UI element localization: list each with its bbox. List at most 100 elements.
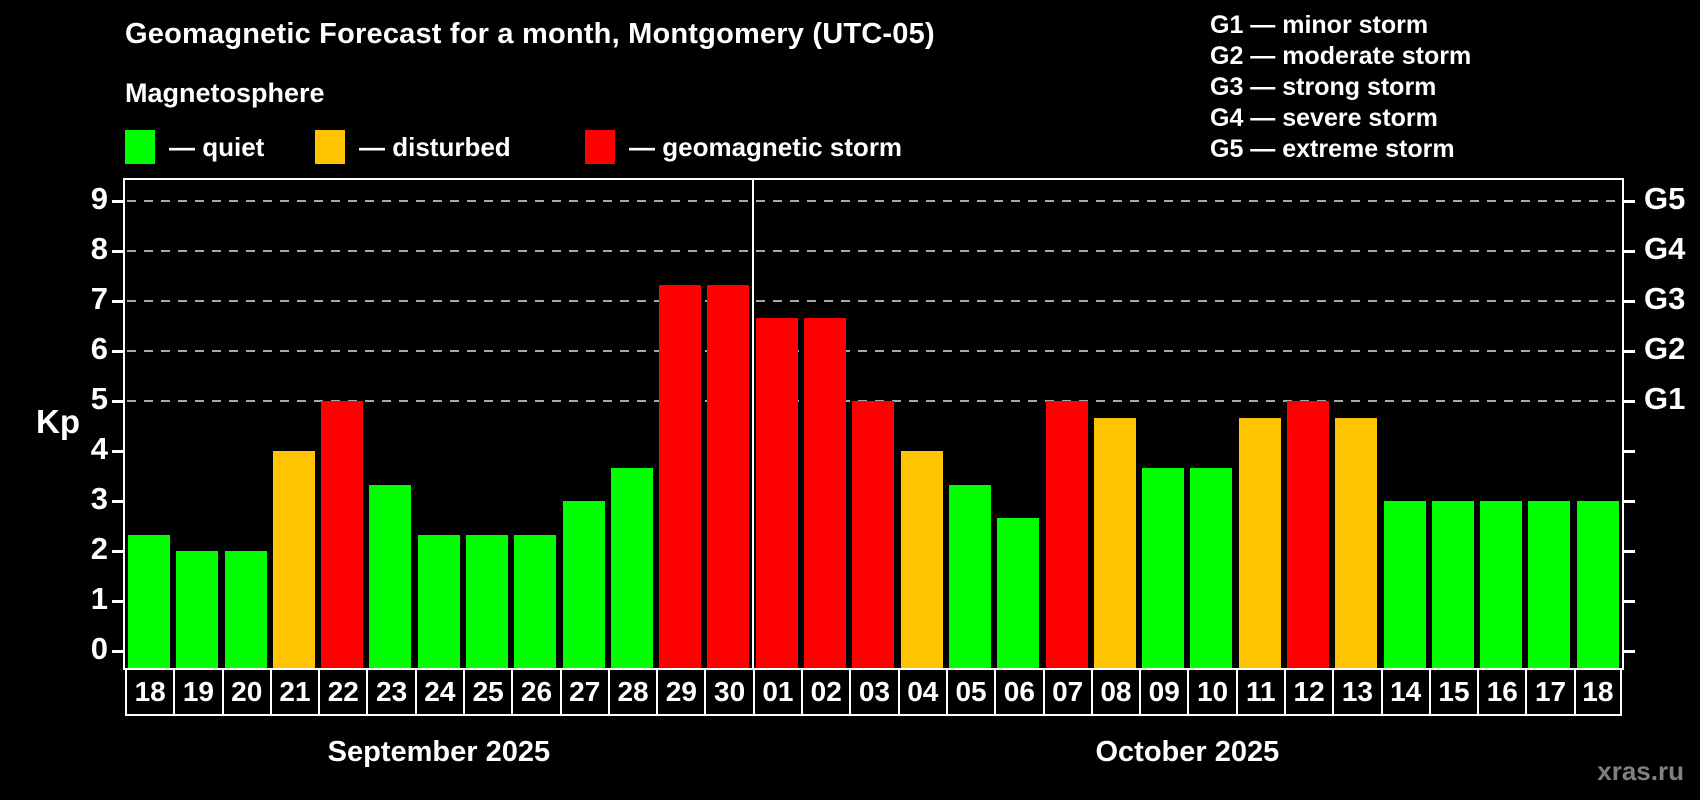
right-axis-tick bbox=[1622, 350, 1635, 353]
legend-item-storm: — geomagnetic storm bbox=[585, 130, 902, 164]
date-cell: 28 bbox=[607, 668, 657, 716]
g-level-label: G3 bbox=[1644, 281, 1686, 316]
date-cell: 21 bbox=[269, 668, 319, 716]
gridline bbox=[127, 300, 1622, 302]
kp-bar bbox=[224, 551, 267, 668]
y-tick-label: 6 bbox=[90, 331, 108, 366]
y-tick-label: 2 bbox=[90, 531, 108, 566]
date-cell: 17 bbox=[1525, 668, 1574, 716]
date-cell: 03 bbox=[849, 668, 898, 716]
y-axis-tick bbox=[112, 300, 125, 303]
legend-label-quiet: — quiet bbox=[169, 131, 265, 162]
date-cell: 22 bbox=[318, 668, 367, 716]
date-cell: 20 bbox=[221, 668, 270, 716]
kp-bar bbox=[755, 317, 798, 668]
y-tick-label: 8 bbox=[90, 231, 108, 266]
kp-bar bbox=[369, 484, 412, 668]
right-axis-tick bbox=[1622, 250, 1635, 253]
y-tick-label: 9 bbox=[90, 181, 108, 216]
y-tick-label: 3 bbox=[90, 481, 108, 516]
kp-bar bbox=[562, 501, 605, 668]
date-cell: 26 bbox=[511, 668, 560, 716]
date-cell: 30 bbox=[704, 668, 753, 716]
date-cell: 02 bbox=[801, 668, 850, 716]
date-cell: 16 bbox=[1477, 668, 1526, 716]
plot-top-border bbox=[123, 178, 1624, 180]
date-cell: 09 bbox=[1139, 668, 1188, 716]
right-axis-tick bbox=[1622, 600, 1635, 603]
magnetosphere-label: Magnetosphere bbox=[125, 78, 325, 108]
kp-bar bbox=[272, 451, 315, 668]
g-legend-line: G5 — extreme storm bbox=[1210, 135, 1455, 163]
kp-bar bbox=[1190, 467, 1233, 668]
kp-bar bbox=[997, 517, 1040, 668]
date-cell: 06 bbox=[994, 668, 1043, 716]
y-axis-tick bbox=[112, 500, 125, 503]
right-axis-tick bbox=[1622, 300, 1635, 303]
date-cell: 18 bbox=[125, 668, 174, 716]
legend-label-disturbed: — disturbed bbox=[359, 131, 511, 162]
g-level-label: G2 bbox=[1644, 331, 1686, 366]
kp-bar bbox=[321, 401, 364, 668]
gridline bbox=[127, 350, 1622, 352]
kp-bar bbox=[176, 551, 219, 668]
y-axis-tick bbox=[112, 450, 125, 453]
kp-bar bbox=[948, 484, 991, 668]
disturbed-color-swatch bbox=[315, 130, 345, 164]
gridline bbox=[127, 200, 1622, 202]
g-level-label: G5 bbox=[1644, 181, 1686, 216]
watermark: xras.ru bbox=[1597, 756, 1684, 786]
kp-bar bbox=[514, 534, 557, 668]
g-scale-legend: G1 — minor storm G2 — moderate storm G3 — … bbox=[1210, 10, 1471, 165]
y-axis-tick bbox=[112, 350, 125, 353]
g-level-label: G1 bbox=[1644, 381, 1686, 416]
quiet-color-swatch bbox=[125, 130, 155, 164]
date-cell: 11 bbox=[1235, 668, 1284, 716]
y-axis-title: Kp bbox=[36, 403, 80, 440]
date-cell: 29 bbox=[656, 668, 705, 716]
kp-bar bbox=[1528, 501, 1571, 668]
kp-bar bbox=[417, 534, 460, 668]
month-label: September 2025 bbox=[327, 736, 551, 768]
y-axis-tick bbox=[112, 650, 125, 653]
date-cell: 27 bbox=[559, 668, 608, 716]
y-axis-tick bbox=[112, 200, 125, 203]
y-tick-label: 1 bbox=[90, 581, 108, 616]
g-legend-line: G3 — strong storm bbox=[1210, 73, 1437, 101]
date-cell: 13 bbox=[1332, 668, 1381, 716]
right-axis-tick bbox=[1622, 400, 1635, 403]
legend-item-quiet: — quiet bbox=[125, 130, 264, 164]
date-cell: 24 bbox=[414, 668, 464, 716]
right-axis-tick bbox=[1622, 200, 1635, 203]
y-axis-tick bbox=[112, 550, 125, 553]
y-tick-label: 7 bbox=[90, 281, 108, 316]
legend-label-storm: — geomagnetic storm bbox=[629, 131, 903, 162]
g-level-label: G4 bbox=[1644, 231, 1686, 266]
y-tick-label: 5 bbox=[90, 381, 108, 416]
date-cell: 23 bbox=[366, 668, 415, 716]
kp-bar bbox=[804, 317, 847, 668]
date-cell: 12 bbox=[1283, 668, 1333, 716]
date-cell: 08 bbox=[1090, 668, 1140, 716]
date-cell: 19 bbox=[173, 668, 222, 716]
kp-bar bbox=[659, 284, 702, 668]
kp-bar bbox=[1045, 401, 1088, 668]
kp-bar bbox=[900, 451, 943, 668]
date-cell: 14 bbox=[1380, 668, 1429, 716]
date-cell: 05 bbox=[945, 668, 995, 716]
kp-bar bbox=[1335, 417, 1378, 668]
date-cell: 25 bbox=[463, 668, 512, 716]
y-axis-tick bbox=[112, 250, 125, 253]
date-cell: 04 bbox=[897, 668, 946, 716]
gridline bbox=[127, 250, 1622, 252]
g-legend-line: G2 — moderate storm bbox=[1210, 42, 1472, 70]
month-label: October 2025 bbox=[1095, 736, 1280, 768]
date-cell: 10 bbox=[1187, 668, 1236, 716]
right-axis-line bbox=[1622, 178, 1624, 670]
legend-item-disturbed: — disturbed bbox=[315, 130, 511, 164]
kp-bar bbox=[610, 467, 653, 668]
date-cell: 01 bbox=[752, 668, 802, 716]
kp-bar bbox=[707, 284, 750, 668]
kp-bar bbox=[1431, 501, 1474, 668]
right-axis-tick bbox=[1622, 650, 1635, 653]
